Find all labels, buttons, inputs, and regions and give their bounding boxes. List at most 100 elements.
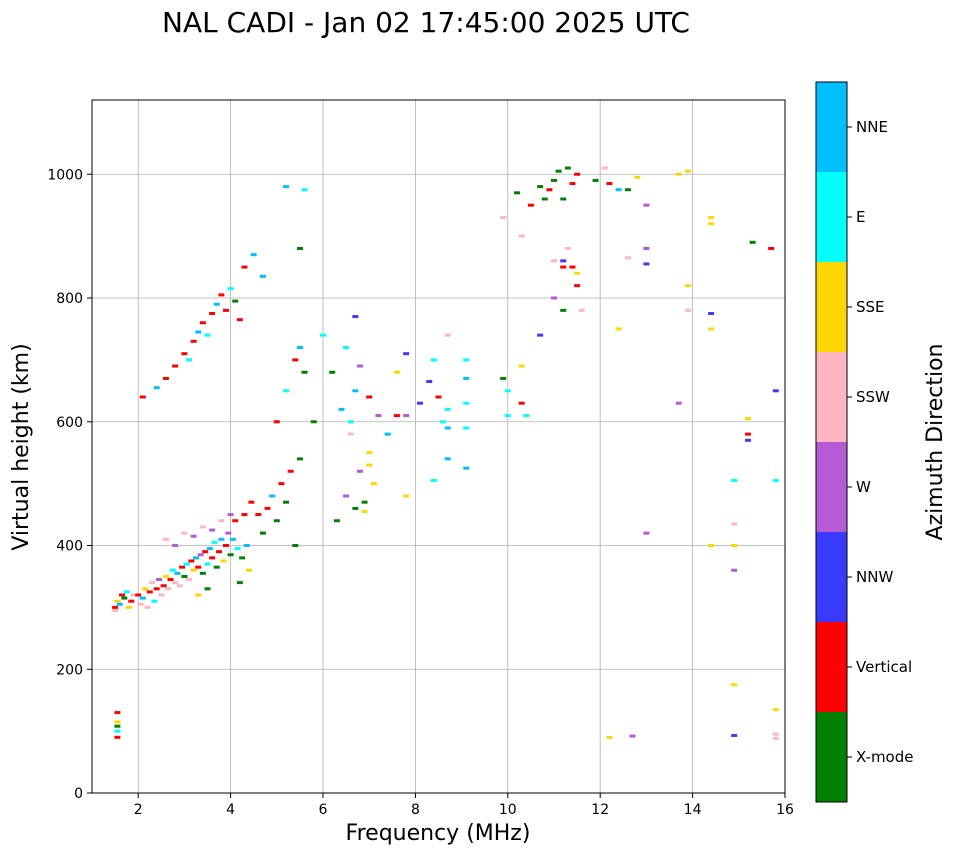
data-point: [684, 169, 691, 173]
data-point: [537, 185, 544, 189]
data-point: [731, 683, 738, 687]
data-point: [204, 562, 211, 566]
data-point: [366, 451, 373, 455]
data-point: [606, 182, 613, 186]
data-point: [444, 407, 451, 411]
plot-background: [92, 100, 785, 793]
data-point: [356, 364, 363, 368]
data-point: [186, 358, 193, 362]
data-point: [615, 327, 622, 331]
data-point: [172, 364, 179, 368]
data-point: [675, 401, 682, 405]
data-point: [229, 537, 236, 541]
data-point: [119, 593, 126, 597]
data-point: [181, 574, 188, 578]
data-point: [537, 333, 544, 337]
data-point: [352, 389, 359, 393]
data-point: [518, 401, 525, 405]
data-point: [259, 274, 266, 278]
data-point: [246, 568, 253, 572]
data-point: [213, 302, 220, 306]
colorbar-frame: [815, 81, 848, 803]
data-point: [181, 531, 188, 535]
data-point: [417, 401, 424, 405]
data-point: [643, 531, 650, 535]
data-point: [560, 197, 567, 201]
y-axis-label: Virtual height (km): [9, 343, 34, 550]
y-axis-ticks: 0 200 400 600 800 1000: [47, 167, 92, 802]
data-point: [204, 587, 211, 591]
x-tick-label: 12: [591, 802, 609, 818]
data-point: [708, 222, 715, 226]
data-point: [366, 395, 373, 399]
data-point: [629, 734, 636, 738]
data-point: [153, 386, 160, 390]
colorbar-segment: [816, 442, 847, 532]
data-point: [440, 420, 447, 424]
data-point: [227, 553, 234, 557]
x-tick-label: 8: [411, 802, 420, 818]
data-point: [264, 506, 271, 510]
y-tick-label: 800: [56, 291, 83, 307]
x-tick-label: 16: [776, 802, 794, 818]
data-point: [162, 574, 169, 578]
data-point: [216, 550, 223, 554]
data-point: [195, 565, 202, 569]
data-point: [283, 185, 290, 189]
data-point: [301, 188, 308, 192]
data-point: [218, 519, 225, 523]
data-point: [195, 593, 202, 597]
data-point: [209, 311, 216, 315]
data-point: [186, 578, 193, 582]
data-point: [403, 352, 410, 356]
data-point: [158, 593, 165, 597]
data-point: [283, 500, 290, 504]
colorbar-label-x-mode: X-mode: [856, 748, 913, 766]
data-point: [361, 509, 368, 513]
colorbar-segment: [816, 352, 847, 442]
data-point: [403, 494, 410, 498]
data-point: [232, 299, 239, 303]
data-point: [222, 308, 229, 312]
colorbar-label-ssw: SSW: [856, 388, 890, 406]
colorbar-segment: [816, 622, 847, 712]
data-point: [155, 578, 162, 582]
data-point: [684, 284, 691, 288]
data-point: [114, 599, 121, 603]
plot-area: 2 4 6 8 10 12 14 16 0 200 400 600 800 1000: [47, 99, 794, 818]
data-point: [430, 358, 437, 362]
data-point: [301, 370, 308, 374]
data-point: [514, 191, 521, 195]
data-point: [121, 596, 128, 600]
data-point: [564, 247, 571, 250]
data-point: [236, 318, 243, 322]
data-points: [112, 166, 779, 741]
data-point: [232, 519, 239, 523]
data-point: [463, 401, 470, 405]
data-point: [241, 265, 248, 269]
data-point: [366, 463, 373, 467]
data-point: [745, 438, 752, 442]
data-point: [527, 203, 534, 207]
data-point: [241, 513, 248, 517]
data-point: [343, 346, 350, 349]
data-point: [574, 271, 581, 275]
x-tick-label: 14: [684, 802, 702, 818]
colorbar-label-nnw: NNW: [856, 568, 893, 586]
y-tick-label: 0: [74, 786, 83, 802]
colorbar-segment: [816, 262, 847, 352]
data-point: [112, 605, 119, 609]
y-tick-label: 200: [56, 662, 83, 678]
data-point: [463, 358, 470, 362]
data-point: [190, 534, 197, 538]
colorbar-label-vertical: Vertical: [856, 658, 912, 676]
colorbar-label-w: W: [856, 478, 871, 496]
data-point: [504, 414, 511, 418]
data-point: [768, 247, 775, 250]
data-point: [125, 605, 132, 609]
data-point: [731, 479, 738, 483]
data-point: [292, 358, 299, 362]
data-point: [518, 364, 525, 368]
x-tick-label: 4: [226, 802, 235, 818]
data-point: [444, 426, 451, 430]
